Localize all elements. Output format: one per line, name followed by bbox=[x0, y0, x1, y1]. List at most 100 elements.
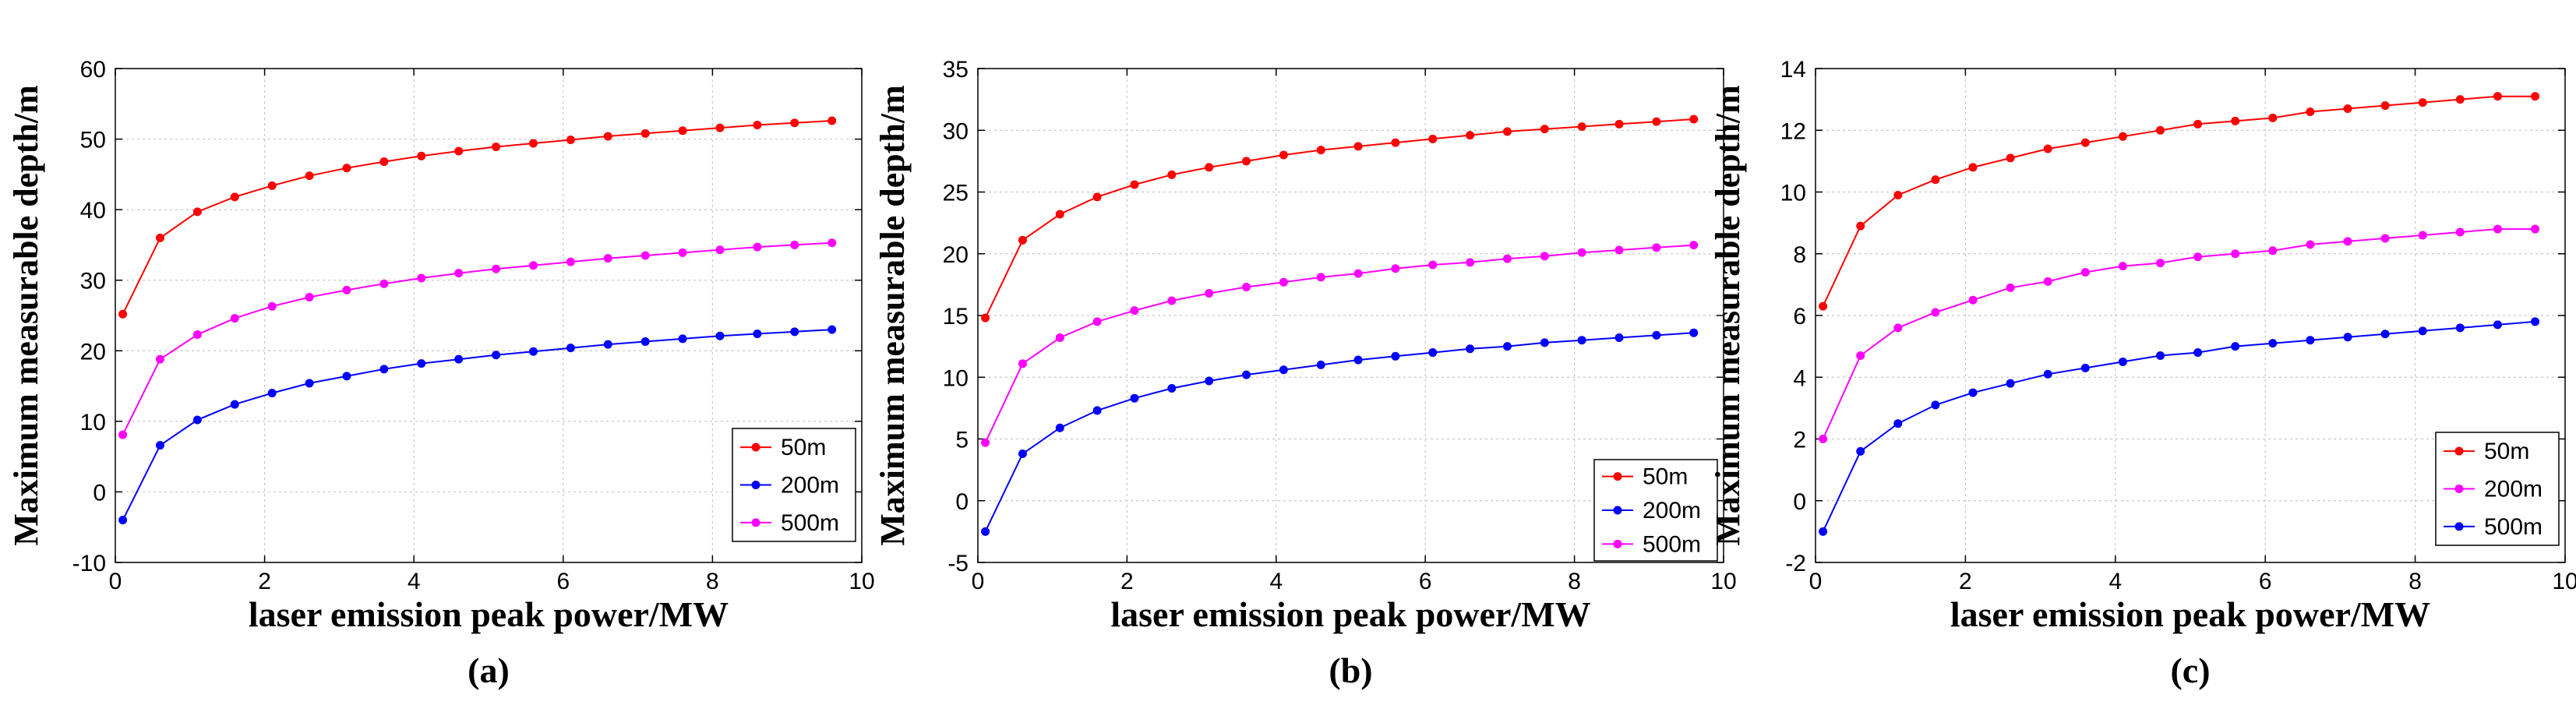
data-point-500m bbox=[2080, 363, 2090, 372]
data-point-200m bbox=[1577, 336, 1586, 345]
data-point-200m bbox=[640, 337, 650, 347]
y-tick-label: 30 bbox=[80, 269, 106, 294]
data-point-500m bbox=[1893, 419, 1903, 428]
legend-label-50m: 50m bbox=[781, 435, 826, 460]
data-point-200m bbox=[1893, 323, 1903, 333]
legend-label-200m: 200m bbox=[1643, 498, 1701, 523]
data-point-500m bbox=[2268, 339, 2278, 348]
data-point-500m bbox=[492, 264, 501, 273]
y-tick-label: 0 bbox=[1793, 489, 1806, 515]
data-point-50m bbox=[2343, 104, 2352, 114]
data-point-200m bbox=[2231, 249, 2240, 259]
data-point-50m bbox=[753, 120, 762, 129]
data-point-50m bbox=[2043, 144, 2052, 153]
y-tick-label: -5 bbox=[947, 551, 969, 576]
legend-label-500m: 500m bbox=[1643, 531, 1701, 557]
data-point-500m bbox=[1242, 283, 1251, 292]
series-line-500m bbox=[1822, 320, 2535, 532]
y-tick-label: 6 bbox=[1793, 304, 1806, 330]
data-point-500m bbox=[827, 238, 837, 248]
data-point-50m bbox=[1540, 125, 1549, 134]
data-point-50m bbox=[1428, 134, 1438, 143]
y-tick-label: 10 bbox=[80, 410, 106, 435]
data-point-500m bbox=[1614, 245, 1624, 255]
legend: 50m 200m 500m bbox=[2435, 432, 2560, 546]
data-point-50m bbox=[2455, 95, 2465, 104]
data-point-50m bbox=[192, 207, 202, 217]
data-point-500m bbox=[2156, 351, 2165, 361]
x-tick-label: 10 bbox=[849, 569, 874, 594]
data-point-200m bbox=[1614, 333, 1624, 343]
data-point-500m bbox=[267, 301, 277, 311]
data-point-50m bbox=[1353, 142, 1363, 151]
data-point-500m bbox=[1130, 306, 1139, 315]
legend-label-500m: 500m bbox=[781, 510, 839, 536]
data-point-500m bbox=[1205, 288, 1214, 298]
x-tick-label: 8 bbox=[1568, 569, 1581, 594]
data-point-200m bbox=[1242, 370, 1251, 379]
data-point-50m bbox=[230, 192, 239, 202]
legend-marker-500m bbox=[2454, 522, 2464, 531]
data-point-500m bbox=[1391, 264, 1400, 273]
data-point-200m bbox=[827, 325, 837, 334]
data-point-50m bbox=[1018, 235, 1027, 245]
data-point-500m bbox=[678, 248, 687, 257]
data-point-50m bbox=[1577, 122, 1586, 131]
data-point-200m bbox=[1819, 435, 1828, 443]
legend-marker-50m bbox=[1613, 472, 1622, 481]
data-point-500m bbox=[1577, 248, 1586, 257]
data-point-50m bbox=[1391, 138, 1400, 147]
data-point-200m bbox=[1466, 344, 1475, 354]
data-point-500m bbox=[118, 430, 128, 439]
data-point-200m bbox=[2306, 240, 2315, 249]
y-tick-label: 30 bbox=[943, 118, 969, 144]
data-point-50m bbox=[1092, 192, 1102, 202]
y-tick-label: 8 bbox=[1793, 242, 1806, 268]
y-tick-label: 4 bbox=[1793, 365, 1806, 391]
data-point-500m bbox=[342, 285, 351, 294]
data-point-50m bbox=[1279, 150, 1288, 160]
series-line-200m bbox=[1822, 228, 2535, 439]
data-point-200m bbox=[379, 365, 389, 374]
data-point-50m bbox=[678, 126, 687, 136]
data-point-500m bbox=[1279, 277, 1288, 287]
data-point-500m bbox=[230, 314, 239, 323]
gridlines bbox=[978, 69, 1724, 562]
data-point-200m bbox=[342, 372, 351, 381]
data-point-500m bbox=[2118, 357, 2127, 366]
y-axis-title: Maximum measurable depth/m bbox=[873, 85, 912, 546]
x-axis-title: laser emission peak power/MW bbox=[1950, 594, 2430, 634]
data-point-200m bbox=[1018, 449, 1027, 459]
data-point-500m bbox=[155, 354, 164, 364]
data-point-50m bbox=[1689, 115, 1699, 124]
data-point-50m bbox=[305, 171, 314, 181]
data-point-200m bbox=[1130, 393, 1139, 403]
data-point-50m bbox=[790, 118, 799, 128]
legend-marker-200m bbox=[1613, 506, 1622, 515]
data-point-500m bbox=[640, 251, 650, 260]
data-point-200m bbox=[2455, 227, 2465, 237]
data-point-200m bbox=[1316, 360, 1325, 369]
data-point-500m bbox=[1055, 333, 1064, 343]
series-line-50m bbox=[1822, 95, 2535, 307]
legend-marker-200m bbox=[751, 481, 760, 489]
data-point-200m bbox=[454, 354, 464, 364]
data-point-200m bbox=[2380, 234, 2390, 243]
data-point-50m bbox=[2418, 98, 2427, 108]
data-point-200m bbox=[1279, 365, 1288, 375]
data-point-500m bbox=[1689, 241, 1699, 250]
y-tick-label: 20 bbox=[943, 242, 969, 268]
data-point-200m bbox=[267, 389, 277, 398]
data-point-500m bbox=[1540, 252, 1549, 261]
data-point-50m bbox=[2306, 107, 2315, 116]
data-point-50m bbox=[2493, 92, 2502, 101]
y-tick-label: 10 bbox=[943, 365, 969, 391]
x-axis-title: laser emission peak power/MW bbox=[1110, 594, 1590, 634]
data-point-200m bbox=[678, 334, 687, 344]
y-tick-label: -10 bbox=[72, 551, 106, 576]
data-point-50m bbox=[603, 132, 612, 141]
data-point-200m bbox=[1428, 348, 1438, 358]
data-point-200m bbox=[1931, 308, 1940, 317]
y-tick-label: 40 bbox=[80, 198, 106, 224]
